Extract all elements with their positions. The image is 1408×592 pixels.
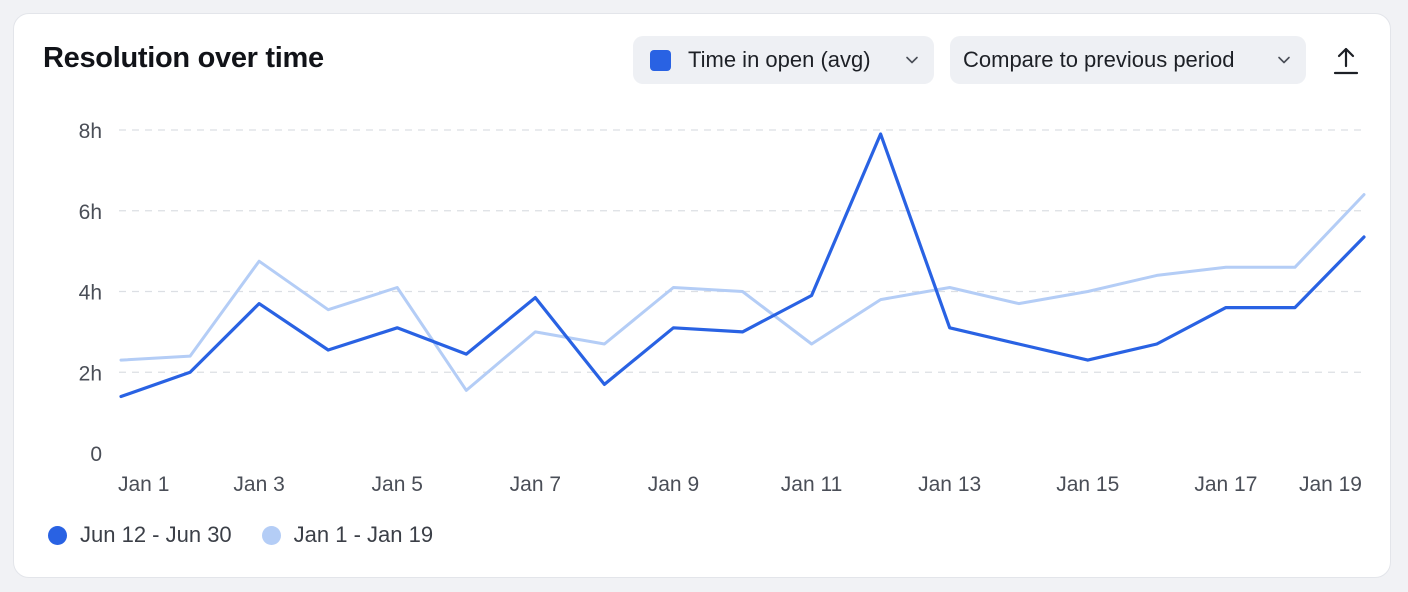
x-tick-label: Jan 9 (648, 473, 699, 496)
y-tick-label: 6h (79, 201, 102, 224)
chevron-down-icon (906, 56, 918, 64)
legend-item-current[interactable]: Jun 12 - Jun 30 (48, 522, 232, 548)
line-chart: 0 2h 4h 6h 8h Jan 1 Jan 3 Jan 5 Jan 7 Jan 9 Jan 11… (79, 120, 1366, 496)
y-tick-label: 4h (79, 282, 102, 305)
metric-color-swatch (650, 49, 671, 71)
resolution-card: Resolution over time Time in open (avg) … (13, 13, 1391, 578)
x-tick-label: Jan 11 (781, 473, 843, 496)
metric-dropdown-label: Time in open (avg) (688, 47, 871, 72)
compare-dropdown[interactable]: Compare to previous period (950, 36, 1306, 84)
y-tick-label: 2h (79, 362, 102, 385)
series-line-previous (119, 193, 1366, 392)
x-tick-label: Jan 1 (118, 473, 169, 496)
metric-dropdown[interactable]: Time in open (avg) (633, 36, 934, 84)
x-tick-label: Jan 17 (1194, 473, 1257, 496)
x-tick-label: Jan 15 (1056, 473, 1119, 496)
upload-icon[interactable] (1332, 46, 1360, 76)
chevron-down-icon (1278, 56, 1290, 64)
legend-dot-previous (261, 525, 281, 545)
legend-dot-current (48, 525, 67, 545)
y-tick-label: 0 (90, 443, 102, 466)
x-tick-label: Jan 5 (372, 473, 423, 496)
x-tick-label: Jan 19 (1299, 473, 1362, 496)
x-tick-label: Jan 3 (233, 473, 284, 496)
x-tick-label: Jan 7 (510, 473, 561, 496)
y-tick-label: 8h (79, 120, 102, 143)
series-line-current (119, 132, 1366, 399)
legend-item-previous[interactable]: Jan 1 - Jan 19 (261, 522, 434, 548)
legend-label-previous: Jan 1 - Jan 19 (293, 522, 434, 547)
x-tick-label: Jan 13 (918, 473, 981, 496)
legend-label-current: Jun 12 - Jun 30 (80, 522, 232, 547)
compare-dropdown-label: Compare to previous period (963, 47, 1235, 72)
chart-title: Resolution over time (43, 42, 324, 74)
chart-legend: Jun 12 - Jun 30 Jan 1 - Jan 19 (48, 522, 463, 548)
